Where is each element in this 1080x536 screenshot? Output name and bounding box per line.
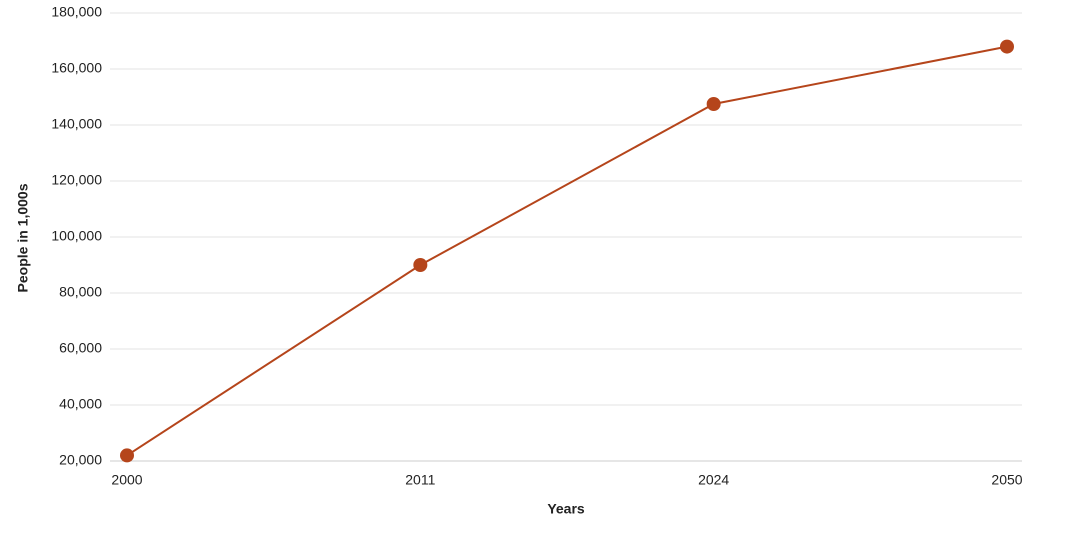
y-axis-title: People in 1,000s	[15, 183, 31, 292]
y-tick-label: 120,000	[51, 172, 102, 188]
y-tick-label: 160,000	[51, 60, 102, 76]
y-tick-label: 180,000	[51, 4, 102, 20]
y-tick-label: 100,000	[51, 228, 102, 244]
x-tick-label: 2024	[698, 472, 729, 488]
point	[1000, 39, 1014, 54]
x-axis-title: Years	[547, 501, 585, 517]
point	[413, 258, 428, 272]
x-tick-label: 2011	[405, 472, 435, 488]
point	[120, 448, 134, 463]
x-tick-label: 2000	[111, 472, 142, 488]
y-tick-label: 20,000	[59, 452, 102, 468]
y-tick-label: 80,000	[59, 284, 102, 300]
x-tick-label: 2050	[991, 472, 1022, 488]
y-tick-label: 60,000	[59, 340, 102, 356]
y-tick-label: 140,000	[51, 116, 102, 132]
point	[706, 97, 721, 111]
line	[126, 45, 1008, 457]
y-tick-label: 40,000	[59, 396, 102, 412]
